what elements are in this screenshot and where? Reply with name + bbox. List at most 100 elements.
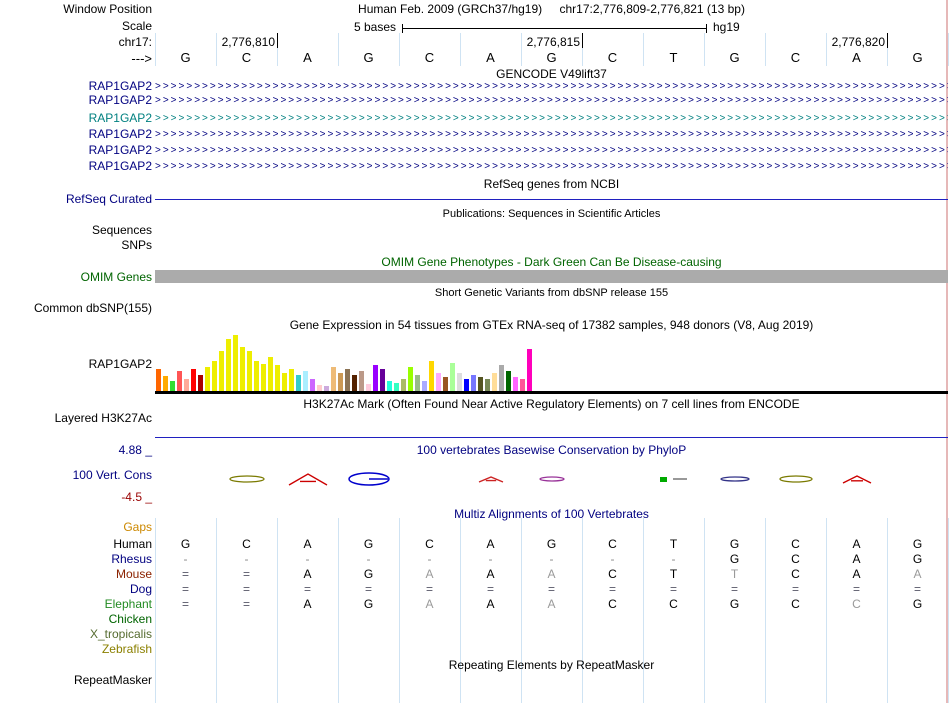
gtex-bar[interactable] [345,369,350,391]
species-label-mouse[interactable]: Mouse [115,567,152,581]
gtex-bar[interactable] [387,381,392,391]
gtex-bar[interactable] [520,379,525,391]
gtex-bar[interactable] [415,375,420,391]
gtex-bar[interactable] [457,373,462,391]
repeatmasker-label[interactable]: RepeatMasker [73,673,152,687]
gtex-bar[interactable] [289,369,294,391]
gencode-track-label[interactable]: RAP1GAP2 [88,159,152,173]
gtex-bar[interactable] [177,371,182,391]
gtex-bar[interactable] [380,369,385,391]
gtex-bar[interactable] [310,379,315,391]
species-label-gaps[interactable]: Gaps [123,520,152,534]
gtex-gene-label[interactable]: RAP1GAP2 [88,357,152,371]
phylop-glyph-lens[interactable] [778,475,813,483]
gtex-bar[interactable] [401,379,406,391]
refseq-curated-label[interactable]: RefSeq Curated [65,192,152,206]
species-label-dog[interactable]: Dog [129,582,152,596]
dbsnp-label[interactable]: Common dbSNP(155) [33,301,152,315]
gencode-transcript-row[interactable]: >>>>>>>>>>>>>>>>>>>>>>>>>>>>>>>>>>>>>>>>… [155,113,948,124]
gtex-bar[interactable] [352,375,357,391]
gtex-bar[interactable] [359,371,364,391]
phylop-glyph-peak[interactable] [288,472,328,486]
gtex-bar[interactable] [268,357,273,391]
gtex-bar[interactable] [212,361,217,391]
gencode-track-label[interactable]: RAP1GAP2 [88,111,152,125]
layered-h3k27ac-label[interactable]: Layered H3K27Ac [54,411,152,425]
gtex-bar[interactable] [513,377,518,391]
scale-bar [402,28,707,29]
gencode-transcript-row[interactable]: >>>>>>>>>>>>>>>>>>>>>>>>>>>>>>>>>>>>>>>>… [155,161,948,172]
gtex-bar[interactable] [478,377,483,391]
gtex-bar[interactable] [184,379,189,391]
gtex-bar[interactable] [422,381,427,391]
sequences-label[interactable]: Sequences [91,223,152,237]
gtex-bar[interactable] [331,367,336,391]
gencode-transcript-row[interactable]: >>>>>>>>>>>>>>>>>>>>>>>>>>>>>>>>>>>>>>>>… [155,129,948,140]
species-label-zebrafish[interactable]: Zebrafish [101,642,152,656]
species-label-elephant[interactable]: Elephant [104,597,152,611]
gtex-bar[interactable] [471,375,476,391]
phylop-glyph-swirl[interactable] [347,472,390,486]
gtex-bar[interactable] [366,384,371,391]
refseq-track-line[interactable] [155,199,948,200]
snps-label[interactable]: SNPs [121,238,152,252]
gencode-track-label[interactable]: RAP1GAP2 [88,79,152,93]
phylop-glyph-dot[interactable] [660,476,667,482]
gtex-bar[interactable] [499,365,504,391]
gtex-bar[interactable] [324,386,329,391]
gtex-bar[interactable] [338,373,343,391]
gtex-bar[interactable] [226,339,231,391]
gtex-bar[interactable] [429,361,434,391]
gtex-bar[interactable] [282,373,287,391]
omim-genes-label[interactable]: OMIM Genes [80,270,152,284]
gencode-track-label[interactable]: RAP1GAP2 [88,143,152,157]
gtex-bar[interactable] [303,371,308,391]
gtex-bar[interactable] [156,369,161,391]
gtex-bar[interactable] [170,381,175,391]
gtex-bar[interactable] [233,335,238,391]
gtex-gene-line[interactable] [155,391,948,394]
conservation-track-line[interactable] [155,437,948,438]
gtex-bar[interactable] [492,373,497,391]
phylop-glyph-peak[interactable] [842,474,872,484]
gtex-bar[interactable] [198,375,203,391]
gtex-bar[interactable] [191,369,196,391]
gtex-bar[interactable] [317,385,322,391]
species-label-x_tropicalis[interactable]: X_tropicalis [89,627,152,641]
phylop-glyph-lens[interactable] [719,476,750,482]
gtex-bar[interactable] [219,351,224,391]
phylop-glyph-peak[interactable] [478,475,504,483]
gtex-bar[interactable] [205,367,210,391]
gtex-bar[interactable] [464,379,469,391]
species-label-rhesus[interactable]: Rhesus [111,552,152,566]
phylop-glyph-dash[interactable] [672,478,687,480]
omim-gene-bar[interactable] [155,270,948,283]
gencode-track-label[interactable]: RAP1GAP2 [88,93,152,107]
gencode-transcript-row[interactable]: >>>>>>>>>>>>>>>>>>>>>>>>>>>>>>>>>>>>>>>>… [155,145,948,156]
gtex-bar[interactable] [275,365,280,391]
phylop-glyph-lens[interactable] [228,475,265,483]
species-label-chicken[interactable]: Chicken [108,612,152,626]
gtex-bar[interactable] [261,364,266,391]
gtex-bar[interactable] [240,347,245,391]
species-label-human[interactable]: Human [113,537,152,551]
gtex-bar[interactable] [254,361,259,391]
phylop-glyph-lens[interactable] [538,476,565,482]
gtex-bar[interactable] [296,375,301,391]
gtex-bar[interactable] [506,371,511,391]
gtex-bar[interactable] [394,383,399,391]
gencode-transcript-row[interactable]: >>>>>>>>>>>>>>>>>>>>>>>>>>>>>>>>>>>>>>>>… [155,81,948,92]
gencode-track-label[interactable]: RAP1GAP2 [88,127,152,141]
gtex-bar[interactable] [527,349,532,391]
gtex-bar[interactable] [408,367,413,391]
gtex-bar[interactable] [436,373,441,391]
vert-cons-label[interactable]: 100 Vert. Cons [72,468,152,482]
gtex-bar[interactable] [485,379,490,391]
gtex-bar[interactable] [247,351,252,391]
gtex-bar[interactable] [373,365,378,391]
column-guide-line [216,33,217,66]
gtex-bar[interactable] [443,377,448,391]
gencode-transcript-row[interactable]: >>>>>>>>>>>>>>>>>>>>>>>>>>>>>>>>>>>>>>>>… [155,95,948,106]
gtex-bar[interactable] [450,363,455,391]
gtex-bar[interactable] [163,376,168,391]
